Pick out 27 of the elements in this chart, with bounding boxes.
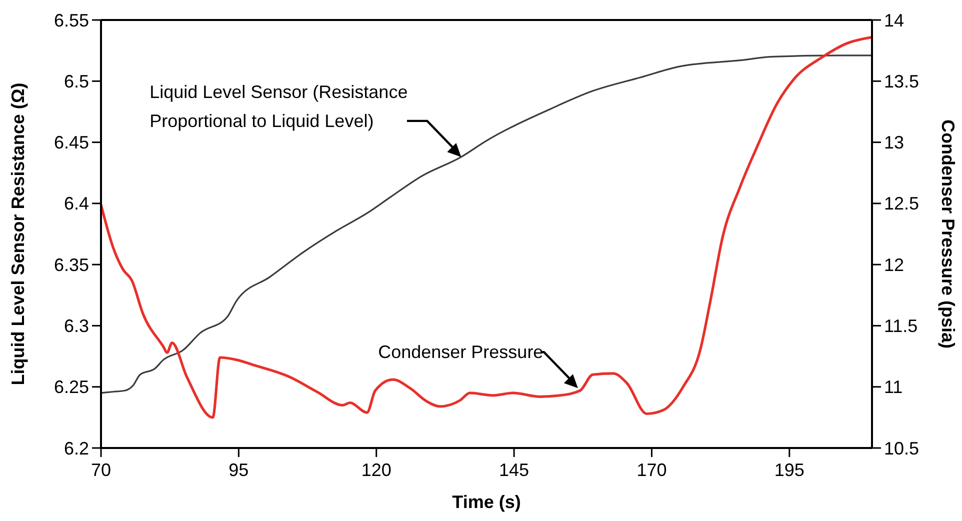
y2-tick-label: 14 bbox=[884, 10, 904, 30]
annotation: Condenser Pressure bbox=[378, 342, 544, 362]
y-tick-label: 6.5 bbox=[64, 71, 89, 92]
y-tick-label: 6.3 bbox=[64, 316, 89, 336]
y2-tick-label: 12.5 bbox=[884, 194, 920, 214]
y-tick-label: 6.55 bbox=[54, 10, 89, 30]
y2-tick-label: 12 bbox=[884, 254, 904, 275]
y2-axis-title: Condenser Pressure (psia) bbox=[938, 119, 958, 349]
y-tick-label: 6.35 bbox=[54, 254, 89, 275]
y-tick-label: 6.4 bbox=[64, 194, 89, 214]
y-tick-label: 6.25 bbox=[54, 377, 89, 398]
x-tick-label: 95 bbox=[228, 460, 249, 480]
y2-tick-label: 13.5 bbox=[884, 71, 920, 92]
x-tick-label: 145 bbox=[499, 460, 530, 480]
y-tick-label: 6.45 bbox=[54, 132, 89, 153]
x-tick-label: 195 bbox=[774, 460, 804, 480]
y-tick-label: 6.2 bbox=[64, 438, 89, 458]
y2-tick-label: 11 bbox=[884, 377, 903, 398]
x-tick-label: 70 bbox=[90, 460, 112, 480]
x-tick-label: 170 bbox=[636, 460, 667, 480]
y2-tick-label: 11.5 bbox=[884, 316, 918, 336]
y2-tick-label: 13 bbox=[884, 132, 904, 153]
x-axis-title: Time (s) bbox=[452, 492, 521, 512]
annotation: Liquid Level Sensor (Resistance Proportional to Liquid Level) bbox=[150, 82, 408, 131]
x-tick-label: 120 bbox=[361, 460, 392, 480]
y-axis-title: Liquid Level Sensor Resistance (Ω) bbox=[8, 82, 28, 386]
y2-tick-label: 10.5 bbox=[884, 438, 920, 458]
